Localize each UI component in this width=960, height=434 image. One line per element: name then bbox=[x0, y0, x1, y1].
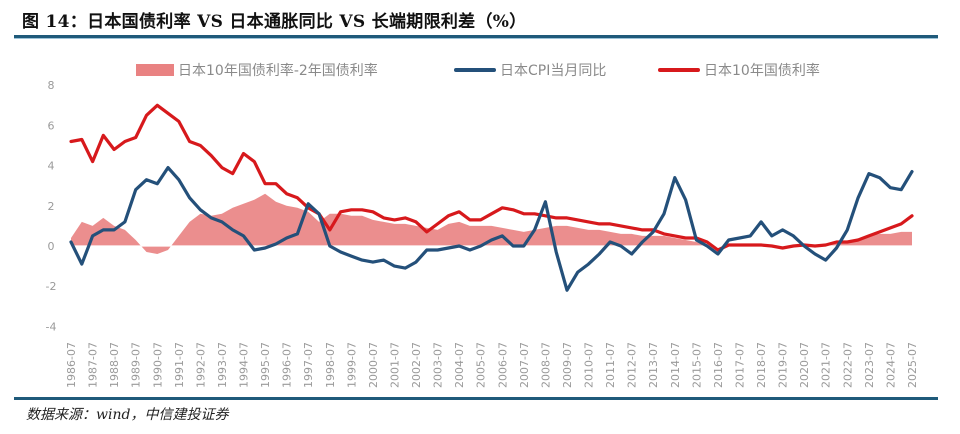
legend-item-spread: 日本10年国债利率-2年国债利率 bbox=[136, 60, 378, 80]
x-tick-label: 2000-07 bbox=[367, 342, 380, 388]
x-tick-label: 1990-07 bbox=[151, 342, 164, 388]
x-tick-label: 1996-07 bbox=[281, 342, 294, 388]
legend-item-jgb10y: 日本10年国债利率 bbox=[658, 60, 820, 80]
x-tick-label: 1998-07 bbox=[324, 342, 337, 388]
chart-title: 图 14：日本国债利率 VS 日本通胀同比 VS 长端期限利差（%） bbox=[22, 12, 527, 32]
y-tick-label: -4 bbox=[46, 320, 57, 333]
y-axis: 8 6 4 2 0 -2 -4 bbox=[46, 79, 57, 333]
x-tick-label: 1994-07 bbox=[238, 342, 251, 388]
source-note: 数据来源：wind，中信建投证券 bbox=[26, 407, 229, 423]
x-tick-label: 1993-07 bbox=[216, 342, 229, 388]
x-tick-label: 2015-07 bbox=[690, 342, 703, 388]
x-tick-label: 2022-07 bbox=[841, 342, 854, 388]
x-tick-label: 2014-07 bbox=[669, 342, 682, 388]
x-tick-label: 1995-07 bbox=[259, 342, 272, 388]
legend-label: 日本10年国债利率 bbox=[704, 63, 820, 79]
x-tick-label: 2024-07 bbox=[884, 342, 897, 388]
x-tick-label: 2013-07 bbox=[647, 342, 660, 388]
legend-swatch-line-icon bbox=[454, 68, 496, 72]
x-tick-label: 2004-07 bbox=[453, 342, 466, 388]
x-tick-label: 1991-07 bbox=[173, 342, 186, 388]
x-tick-label: 2018-07 bbox=[755, 342, 768, 388]
x-tick-label: 1997-07 bbox=[302, 342, 315, 388]
x-tick-label: 2025-07 bbox=[906, 342, 919, 388]
x-tick-label: 2019-07 bbox=[777, 342, 790, 388]
x-tick-label: 1989-07 bbox=[130, 342, 143, 388]
x-tick-label: 2009-07 bbox=[561, 342, 574, 388]
x-tick-label: 1988-07 bbox=[108, 342, 121, 388]
y-tick-label: 4 bbox=[48, 160, 55, 173]
x-tick-label: 2017-07 bbox=[734, 342, 747, 388]
x-tick-label: 2008-07 bbox=[539, 342, 552, 388]
legend-item-cpi: 日本CPI当月同比 bbox=[454, 60, 606, 80]
x-tick-label: 2011-07 bbox=[604, 342, 617, 388]
footer-rule bbox=[14, 397, 938, 400]
x-tick-label: 1986-07 bbox=[65, 342, 78, 388]
title-rule-highlight bbox=[14, 38, 938, 39]
x-tick-label: 2006-07 bbox=[496, 342, 509, 388]
legend-label: 日本10年国债利率-2年国债利率 bbox=[178, 63, 378, 79]
x-tick-label: 2005-07 bbox=[475, 342, 488, 388]
legend-swatch-area-icon bbox=[136, 64, 174, 76]
y-tick-label: 0 bbox=[48, 240, 55, 253]
x-tick-label: 2001-07 bbox=[389, 342, 402, 388]
x-tick-label: 2020-07 bbox=[798, 342, 811, 388]
x-tick-label: 2002-07 bbox=[410, 342, 423, 388]
cpi-line bbox=[69, 166, 914, 292]
x-axis: 1986-07 1987-07 1988-07 1989-07 1990-07 1991-… bbox=[65, 342, 919, 388]
x-tick-label: 1992-07 bbox=[194, 342, 207, 388]
spread-area-path bbox=[71, 193, 912, 254]
series-lines bbox=[69, 103, 914, 292]
x-tick-label: 2007-07 bbox=[518, 342, 531, 388]
y-tick-label: 2 bbox=[48, 200, 55, 213]
chart-legend: 日本10年国债利率-2年国债利率 日本CPI当月同比 日本10年国债利率 bbox=[0, 60, 960, 84]
y-tick-label: -2 bbox=[46, 280, 57, 293]
x-tick-label: 1987-07 bbox=[87, 342, 100, 388]
jgb10y-line bbox=[69, 103, 914, 252]
title-rule bbox=[14, 35, 938, 38]
x-tick-label: 2003-07 bbox=[432, 342, 445, 388]
x-tick-label: 2016-07 bbox=[712, 342, 725, 388]
x-tick-label: 2010-07 bbox=[583, 342, 596, 388]
y-tick-label: 6 bbox=[48, 119, 55, 132]
y-tick-label: 8 bbox=[48, 79, 55, 92]
x-tick-label: 2023-07 bbox=[863, 342, 876, 388]
x-tick-label: 1999-07 bbox=[345, 342, 358, 388]
spread-area bbox=[71, 193, 912, 254]
legend-swatch-line-icon bbox=[658, 68, 700, 72]
x-tick-label: 2012-07 bbox=[626, 342, 639, 388]
x-tick-label: 2021-07 bbox=[820, 342, 833, 388]
legend-label: 日本CPI当月同比 bbox=[500, 63, 607, 79]
